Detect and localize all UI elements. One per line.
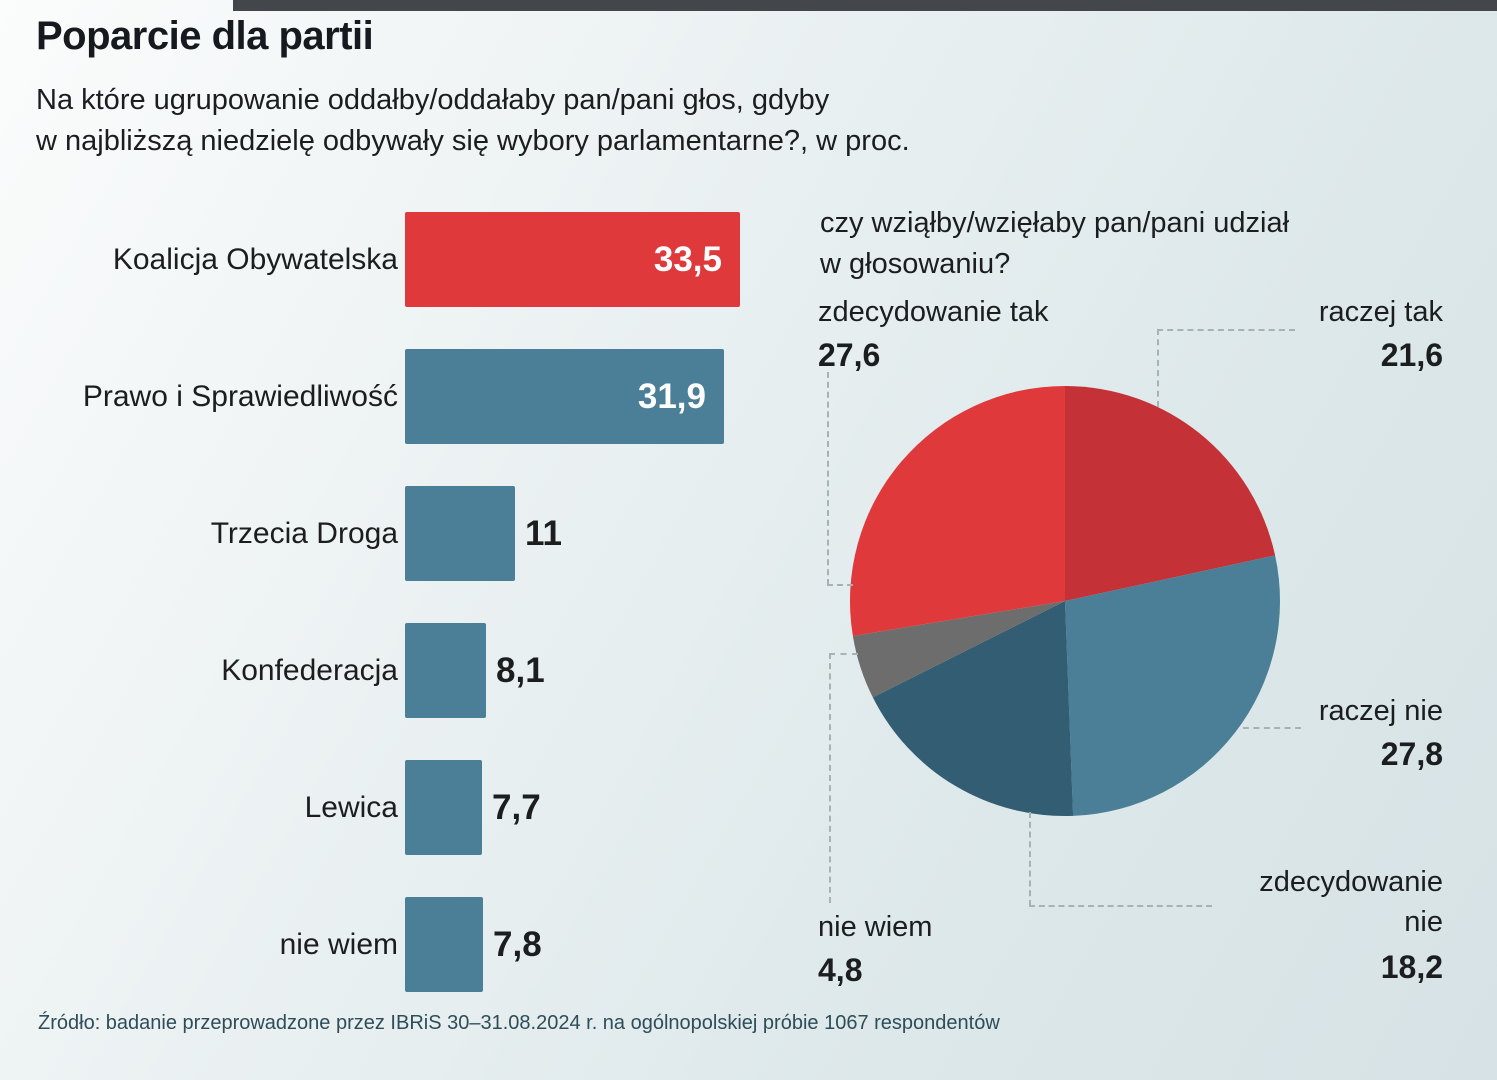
pie-label-text: nie wiem xyxy=(818,911,933,943)
leader-line-raczej-tak-horizontal xyxy=(1157,329,1295,331)
bar-value-label: 11 xyxy=(525,513,562,553)
bar-row: Konfederacja 8,1 xyxy=(36,623,796,718)
page-subtitle: Na które ugrupowanie oddałby/oddałaby pa… xyxy=(36,80,910,162)
bar xyxy=(405,897,483,992)
leader-line-zdecydowanie-tak-vertical xyxy=(827,372,829,585)
bar-row: Prawo i Sprawiedliwość 31,9 xyxy=(36,349,796,444)
leader-line-zdecydowanie-nie-vertical xyxy=(1029,812,1031,906)
pie-slice-nie-wiem xyxy=(852,601,1065,698)
pie-label-text: zdecydowanie tak xyxy=(818,296,1049,328)
bar-value-label: 7,7 xyxy=(492,787,541,827)
pie-label-value: 21,6 xyxy=(1380,337,1443,373)
bar-category-label: Koalicja Obywatelska xyxy=(112,242,398,276)
bar xyxy=(405,623,486,718)
pie-label-raczej-nie: raczej nie 27,8 xyxy=(1319,692,1443,773)
pie-label-text: zdecydowanie nie xyxy=(1259,866,1443,938)
leader-line-raczej-nie-horizontal xyxy=(1243,727,1301,729)
leader-line-zdecydowanie-nie-horizontal xyxy=(1029,905,1212,907)
bar-value-label: 8,1 xyxy=(496,650,545,690)
pie-label-nie-wiem: nie wiem 4,8 xyxy=(818,908,932,989)
bar-row: nie wiem 7,8 xyxy=(36,897,796,992)
bar-category-label: Konfederacja xyxy=(221,653,398,687)
source-note: Źródło: badanie przeprowadzone przez IBR… xyxy=(38,1012,1000,1034)
leader-line-zdecydowanie-tak-horizontal xyxy=(827,584,853,586)
bar-category-label: Trzecia Droga xyxy=(210,516,398,550)
pie-label-raczej-tak: raczej tak 21,6 xyxy=(1319,293,1443,374)
pie-label-zdecydowanie-nie: zdecydowanie nie 18,2 xyxy=(1213,862,1443,987)
bar-category-label: nie wiem xyxy=(279,927,398,961)
page-title: Poparcie dla partii xyxy=(36,14,374,58)
pie-label-value: 27,8 xyxy=(1380,736,1443,772)
bar: 31,9 xyxy=(405,349,724,444)
bar-value-label: 31,9 xyxy=(637,376,706,416)
turnout-pie-chart xyxy=(849,386,1280,817)
bar: 33,5 xyxy=(405,212,740,307)
pie-label-text: raczej tak xyxy=(1318,296,1443,328)
pie-label-value: 27,6 xyxy=(818,337,881,373)
pie-label-value: 18,2 xyxy=(1380,949,1443,985)
pie-slice-raczej-tak xyxy=(1065,386,1276,601)
top-dark-strip xyxy=(233,0,1497,11)
pie-question: czy wziąłby/wzięłaby pan/pani udział w g… xyxy=(820,203,1289,285)
bar-category-label: Lewica xyxy=(304,790,398,824)
subtitle-line-2: w najbliższą niedzielę odbywały się wybo… xyxy=(36,125,910,157)
bar-value-label: 33,5 xyxy=(653,239,722,279)
pie-question-line-2: w głosowaniu? xyxy=(820,248,1011,280)
pie-slice-raczej-nie xyxy=(1065,555,1280,816)
bar xyxy=(405,486,515,581)
bar-row: Koalicja Obywatelska 33,5 xyxy=(36,212,796,307)
bar-category-label: Prawo i Sprawiedliwość xyxy=(82,379,398,413)
pie-slice-zdecydowanie-nie xyxy=(872,601,1074,817)
pie-label-value: 4,8 xyxy=(818,952,863,988)
bar-row: Trzecia Droga 11 xyxy=(36,486,796,581)
leader-line-nie-wiem-horizontal xyxy=(829,653,858,655)
pie-slice-zdecydowanie-tak xyxy=(849,386,1065,636)
subtitle-line-1: Na które ugrupowanie oddałby/oddałaby pa… xyxy=(36,84,830,116)
leader-line-nie-wiem-vertical xyxy=(829,653,831,903)
bar-value-label: 7,8 xyxy=(493,924,542,964)
pie-label-zdecydowanie-tak: zdecydowanie tak 27,6 xyxy=(818,293,1049,374)
bar-row: Lewica 7,7 xyxy=(36,760,796,855)
bar xyxy=(405,760,482,855)
pie-label-text: raczej nie xyxy=(1318,695,1443,727)
party-support-bar-chart: Koalicja Obywatelska 33,5 Prawo i Sprawied… xyxy=(36,212,796,1034)
pie-question-line-1: czy wziąłby/wzięłaby pan/pani udział xyxy=(820,207,1290,239)
leader-line-raczej-tak-vertical xyxy=(1157,329,1159,407)
